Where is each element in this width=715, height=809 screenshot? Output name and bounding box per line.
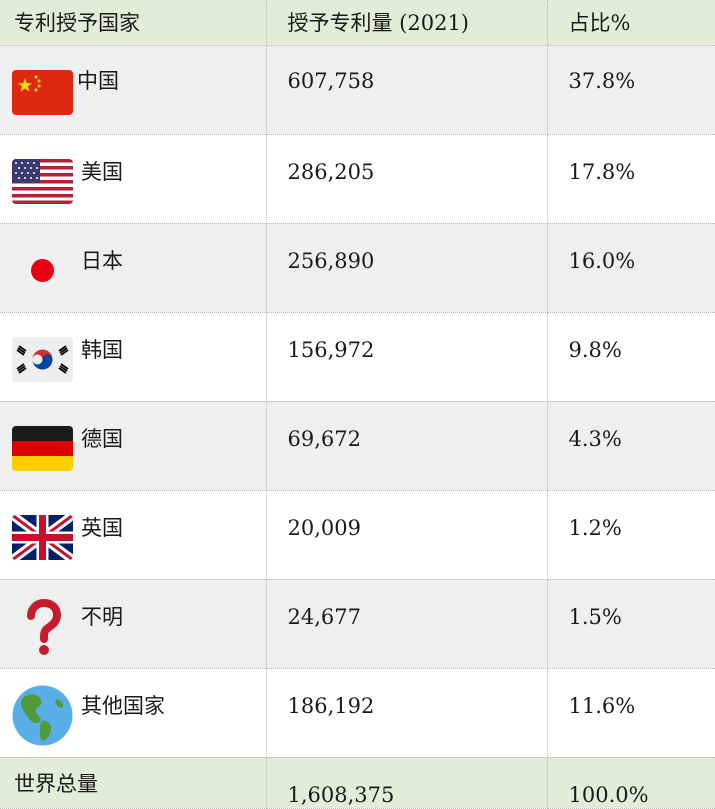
country-cell: 中国 [0,45,267,135]
question-mark-icon [12,598,73,656]
country-name: 美国 [81,159,123,184]
uk-flag-icon [12,514,73,560]
china-flag-icon [12,69,73,115]
country-cell: 不明 [0,579,267,669]
country-cell: 英国 [0,490,267,580]
total-share: 100.0% [547,757,715,809]
country-name: 中国 [77,68,119,93]
table-row: 美国 286,205 17.8% [0,134,715,224]
country-cell: 日本 [0,223,267,313]
table-row: 韩国 156,972 9.8% [0,312,715,402]
germany-flag-icon [12,425,73,471]
country-cell: 美国 [0,134,267,224]
header-share: 占比% [547,0,715,46]
share-value: 17.8% [547,134,715,224]
header-row: 专利授予国家 授予专利量 (2021) 占比% [0,0,715,46]
country-name: 日本 [81,248,123,273]
granted-value: 24,677 [266,579,548,669]
granted-value: 156,972 [266,312,548,402]
share-value: 16.0% [547,223,715,313]
table-row: 德国 69,672 4.3% [0,401,715,491]
country-name: 韩国 [81,337,123,362]
granted-value: 69,672 [266,401,548,491]
country-cell: 德国 [0,401,267,491]
share-value: 1.2% [547,490,715,580]
total-granted: 1,608,375 [266,757,548,809]
country-cell: 其他国家 [0,668,267,758]
table-row: 不明 24,677 1.5% [0,579,715,669]
table-row: 其他国家 186,192 11.6% [0,668,715,758]
granted-value: 256,890 [266,223,548,313]
country-name: 英国 [81,515,123,540]
share-value: 9.8% [547,312,715,402]
table-row: 中国 607,758 37.8% [0,45,715,135]
total-row: 世界总量 1,608,375 100.0% [0,757,715,809]
granted-value: 286,205 [266,134,548,224]
country-name: 其他国家 [81,693,165,718]
usa-flag-icon [12,158,73,204]
granted-value: 607,758 [266,45,548,135]
share-value: 4.3% [547,401,715,491]
granted-value: 186,192 [266,668,548,758]
header-country: 专利授予国家 [0,0,267,46]
share-value: 1.5% [547,579,715,669]
south-korea-flag-icon [12,336,73,382]
share-value: 11.6% [547,668,715,758]
table-row: 英国 20,009 1.2% [0,490,715,580]
share-value: 37.8% [547,45,715,135]
granted-value: 20,009 [266,490,548,580]
country-cell: 韩国 [0,312,267,402]
table-row: 日本 256,890 16.0% [0,223,715,313]
globe-icon [12,685,73,746]
header-granted: 授予专利量 (2021) [266,0,548,46]
country-name: 德国 [81,426,123,451]
japan-flag-icon [12,248,73,293]
total-label: 世界总量 [0,757,267,809]
country-name: 不明 [81,604,123,629]
